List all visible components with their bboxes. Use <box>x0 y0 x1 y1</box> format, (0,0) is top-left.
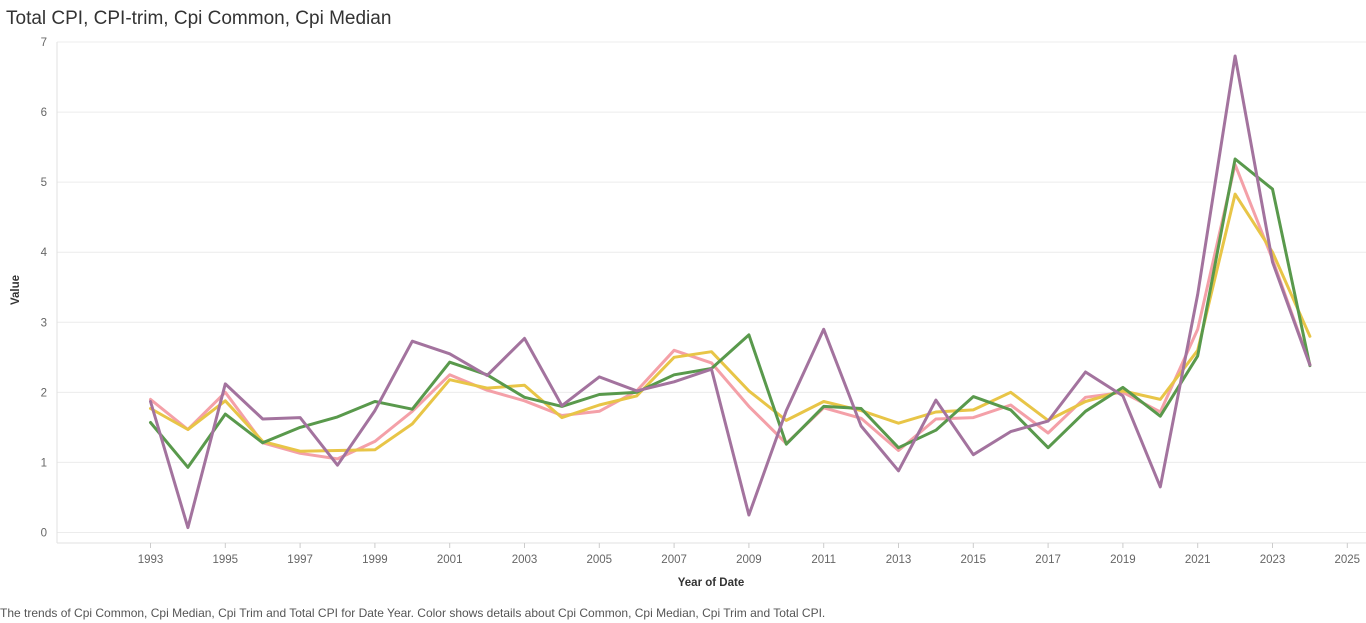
y-tick-label: 2 <box>41 387 47 399</box>
y-tick-label: 3 <box>41 317 47 329</box>
y-tick-label: 0 <box>41 527 47 539</box>
y-tick-label: 1 <box>41 457 47 469</box>
x-tick-label: 2009 <box>736 554 762 566</box>
x-tick-label: 2025 <box>1335 554 1361 566</box>
y-tick-label: 6 <box>41 107 47 119</box>
series-lines <box>149 54 1312 530</box>
x-axis-title: Year of Date <box>678 577 744 589</box>
axes: 0 1 2 3 4 5 6 7 1993 1995 1997 1999 2001 2003 2005 2007… <box>41 37 1366 566</box>
x-tick-label: 2013 <box>886 554 912 566</box>
y-tick-label: 5 <box>41 177 47 189</box>
x-tick-label: 1997 <box>287 554 313 566</box>
x-tick-label: 1995 <box>213 554 239 566</box>
y-axis-title: Value <box>10 275 22 305</box>
x-tick-label: 2017 <box>1035 554 1061 566</box>
chart-title: Total CPI, CPI-trim, Cpi Common, Cpi Med… <box>6 8 392 29</box>
chart-caption: The trends of Cpi Common, Cpi Median, Cp… <box>0 606 826 620</box>
x-tick-label: 2023 <box>1260 554 1286 566</box>
x-tick-label: 2007 <box>661 554 687 566</box>
y-tick-label: 4 <box>41 247 48 259</box>
series-line-cpi-median[interactable] <box>149 163 1312 461</box>
x-tick-label: 1999 <box>362 554 388 566</box>
series-line-cpi-common[interactable] <box>149 157 1312 469</box>
y-tick-label: 7 <box>41 37 47 49</box>
x-tick-label: 1993 <box>138 554 164 566</box>
x-tick-label: 2005 <box>587 554 613 566</box>
x-tick-label: 2003 <box>512 554 538 566</box>
x-tick-label: 2001 <box>437 554 463 566</box>
series-line-total-cpi[interactable] <box>149 54 1312 530</box>
x-tick-label: 2021 <box>1185 554 1211 566</box>
x-tick-label: 2015 <box>961 554 987 566</box>
gridlines <box>57 41 1366 533</box>
line-chart: 0 1 2 3 4 5 6 7 1993 1995 1997 1999 2001 2003 2005 2007… <box>10 37 1366 589</box>
x-tick-label: 2019 <box>1110 554 1136 566</box>
x-tick-label: 2011 <box>811 554 836 566</box>
